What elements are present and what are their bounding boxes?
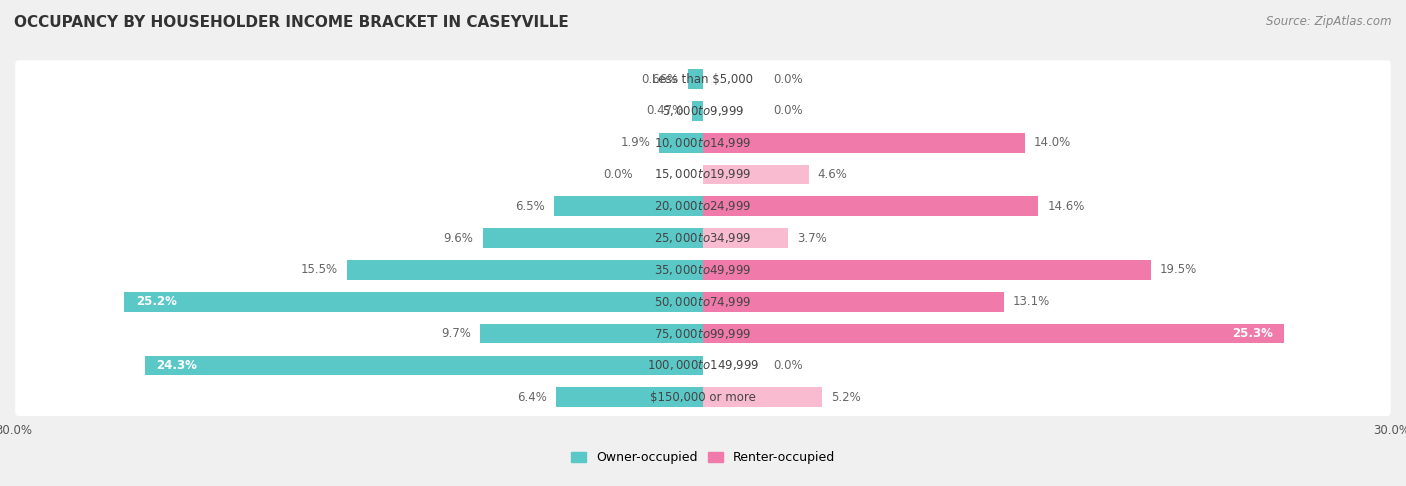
Text: 24.3%: 24.3% — [156, 359, 197, 372]
Text: $20,000 to $24,999: $20,000 to $24,999 — [654, 199, 752, 213]
Text: 6.5%: 6.5% — [515, 200, 544, 213]
Bar — [124, 292, 703, 312]
Bar — [703, 228, 787, 248]
Text: 19.5%: 19.5% — [1160, 263, 1198, 277]
Text: 0.0%: 0.0% — [603, 168, 633, 181]
Text: 15.5%: 15.5% — [301, 263, 337, 277]
Text: 25.3%: 25.3% — [1232, 327, 1272, 340]
Text: $75,000 to $99,999: $75,000 to $99,999 — [654, 327, 752, 341]
Text: 6.4%: 6.4% — [517, 391, 547, 404]
Text: $100,000 to $149,999: $100,000 to $149,999 — [647, 359, 759, 372]
Text: $15,000 to $19,999: $15,000 to $19,999 — [654, 168, 752, 181]
FancyBboxPatch shape — [15, 251, 1391, 289]
Text: $5,000 to $9,999: $5,000 to $9,999 — [662, 104, 744, 118]
Bar — [703, 133, 1025, 153]
Text: 14.6%: 14.6% — [1047, 200, 1085, 213]
Text: 9.6%: 9.6% — [443, 232, 474, 244]
Bar — [703, 260, 1152, 280]
Text: 25.2%: 25.2% — [136, 295, 177, 308]
FancyBboxPatch shape — [15, 219, 1391, 257]
Text: $25,000 to $34,999: $25,000 to $34,999 — [654, 231, 752, 245]
FancyBboxPatch shape — [15, 315, 1391, 352]
Bar — [659, 133, 703, 153]
Text: 0.0%: 0.0% — [773, 72, 803, 86]
Text: $10,000 to $14,999: $10,000 to $14,999 — [654, 136, 752, 150]
Text: $50,000 to $74,999: $50,000 to $74,999 — [654, 295, 752, 309]
Text: 4.6%: 4.6% — [818, 168, 848, 181]
Text: 3.7%: 3.7% — [797, 232, 827, 244]
Bar — [703, 196, 1038, 216]
FancyBboxPatch shape — [15, 347, 1391, 384]
FancyBboxPatch shape — [15, 283, 1391, 321]
Bar — [688, 69, 703, 89]
Legend: Owner-occupied, Renter-occupied: Owner-occupied, Renter-occupied — [567, 446, 839, 469]
Bar — [554, 196, 703, 216]
Bar — [692, 101, 703, 121]
Text: 13.1%: 13.1% — [1012, 295, 1050, 308]
Text: 1.9%: 1.9% — [620, 136, 650, 149]
Bar — [703, 165, 808, 184]
Text: $35,000 to $49,999: $35,000 to $49,999 — [654, 263, 752, 277]
FancyBboxPatch shape — [15, 92, 1391, 130]
FancyBboxPatch shape — [15, 124, 1391, 161]
Text: 5.2%: 5.2% — [831, 391, 862, 404]
Text: Source: ZipAtlas.com: Source: ZipAtlas.com — [1267, 15, 1392, 28]
Bar — [703, 292, 1004, 312]
Text: 0.0%: 0.0% — [773, 104, 803, 117]
Bar — [703, 324, 1284, 344]
Text: OCCUPANCY BY HOUSEHOLDER INCOME BRACKET IN CASEYVILLE: OCCUPANCY BY HOUSEHOLDER INCOME BRACKET … — [14, 15, 569, 30]
Text: $150,000 or more: $150,000 or more — [650, 391, 756, 404]
FancyBboxPatch shape — [15, 60, 1391, 98]
Text: 14.0%: 14.0% — [1033, 136, 1071, 149]
Bar — [703, 387, 823, 407]
Text: 9.7%: 9.7% — [441, 327, 471, 340]
Bar — [481, 324, 703, 344]
FancyBboxPatch shape — [15, 156, 1391, 193]
Text: 0.0%: 0.0% — [773, 359, 803, 372]
Bar — [555, 387, 703, 407]
FancyBboxPatch shape — [15, 379, 1391, 416]
Bar — [145, 356, 703, 375]
Text: Less than $5,000: Less than $5,000 — [652, 72, 754, 86]
FancyBboxPatch shape — [15, 188, 1391, 225]
Bar — [347, 260, 703, 280]
Bar — [482, 228, 703, 248]
Text: 0.47%: 0.47% — [645, 104, 683, 117]
Text: 0.66%: 0.66% — [641, 72, 679, 86]
